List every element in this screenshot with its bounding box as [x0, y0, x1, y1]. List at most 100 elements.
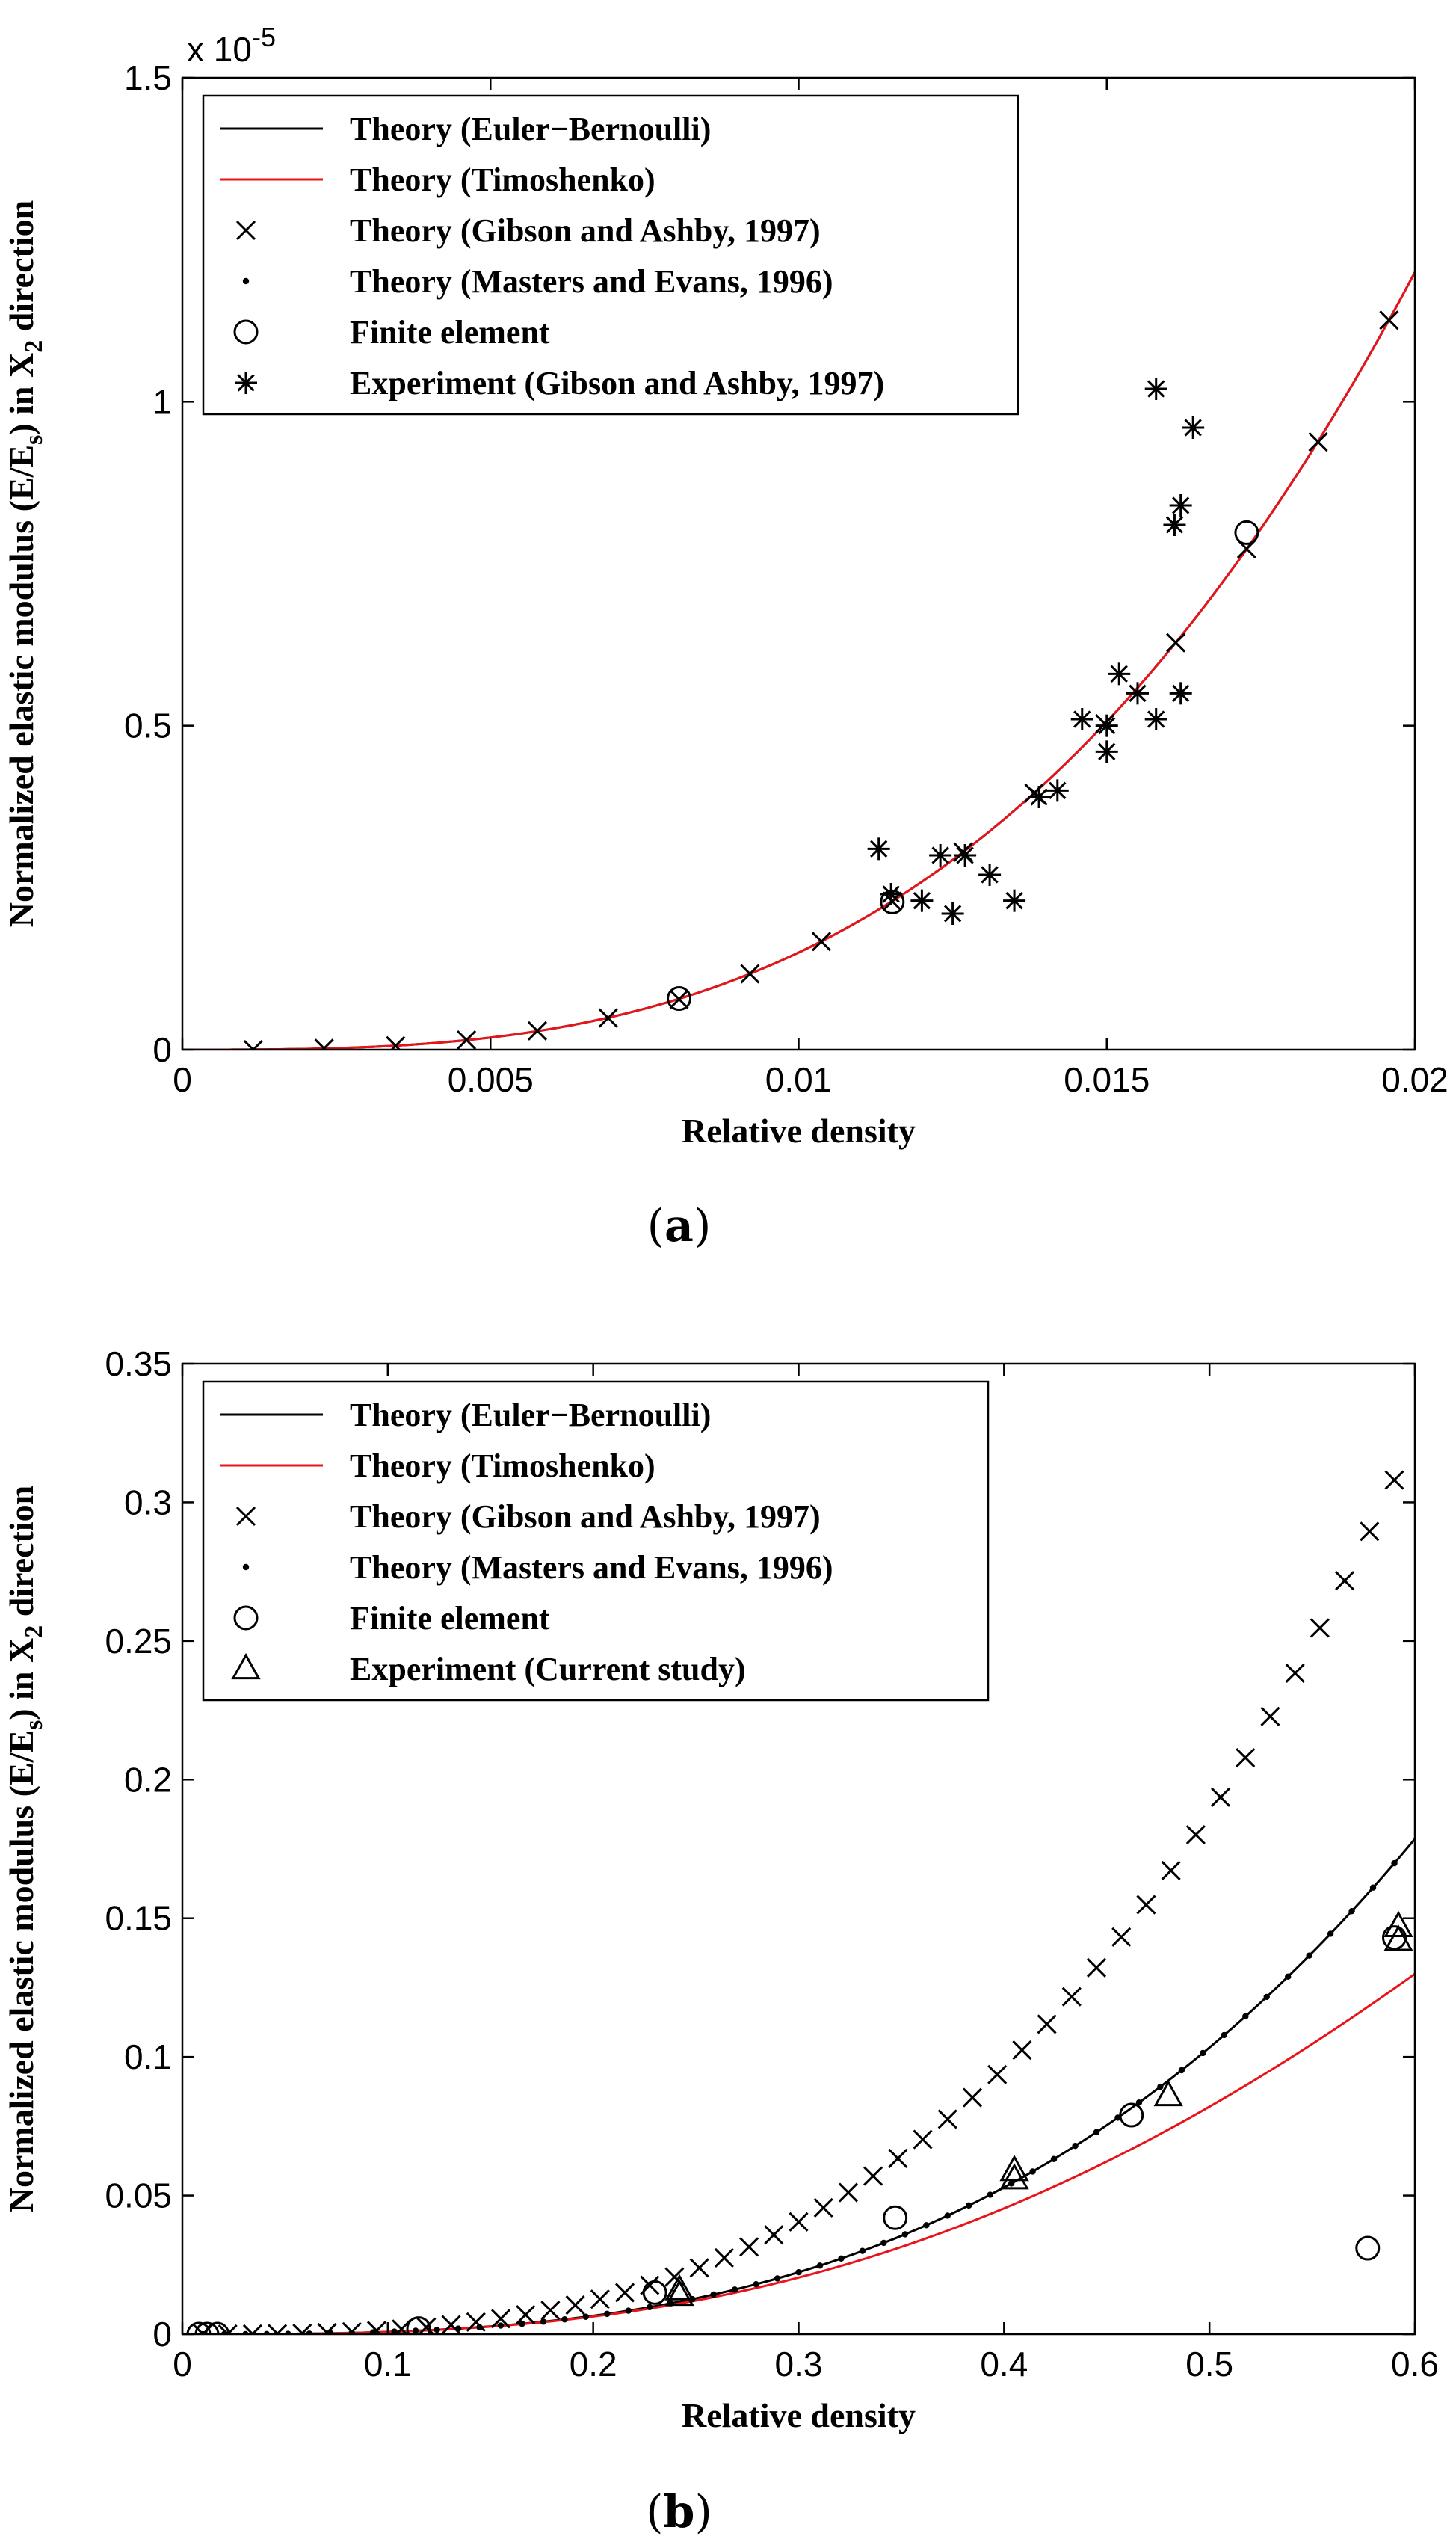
y-tick-label: 0.35 — [105, 1344, 172, 1383]
x-tick-label: 0.005 — [448, 1060, 534, 1099]
asterisk-marker — [1070, 708, 1093, 730]
x-tick-label: 0.02 — [1381, 1060, 1449, 1099]
circle-marker — [406, 2316, 431, 2334]
x-marker — [416, 2317, 437, 2334]
y-tick-label: 0.05 — [105, 2176, 172, 2215]
legend-label: Finite element — [350, 314, 550, 351]
dot-marker — [497, 2322, 505, 2329]
x-marker — [1061, 1987, 1082, 2007]
dot-marker — [1221, 2031, 1227, 2039]
legend-item: Theory (Masters and Evans, 1996) — [242, 263, 833, 300]
series-asterisk-4 — [867, 378, 1205, 925]
dot-marker — [604, 2310, 611, 2318]
triangle-marker — [999, 2163, 1029, 2190]
y-tick-label: 0.2 — [124, 1760, 172, 1799]
asterisk-marker — [1095, 740, 1118, 763]
series-triangle-5 — [664, 1910, 1413, 2307]
circle-marker — [880, 889, 905, 914]
dot-marker — [838, 2255, 845, 2262]
x-marker — [386, 1035, 406, 1050]
asterisk-marker — [1028, 786, 1051, 808]
x-marker — [1360, 1521, 1380, 1542]
dot-marker — [987, 2191, 993, 2198]
x-marker — [317, 2322, 337, 2334]
x-marker — [888, 2148, 908, 2168]
dot-marker — [582, 2313, 590, 2320]
dot-marker — [1200, 2049, 1206, 2057]
x-marker — [1136, 1895, 1156, 1915]
x-marker — [1012, 2040, 1032, 2061]
dot-marker — [774, 2275, 781, 2282]
dot-marker — [1050, 2155, 1058, 2162]
x-marker — [1384, 1470, 1404, 1490]
dot-marker — [540, 2318, 547, 2325]
x-marker — [1166, 633, 1186, 653]
legend-label: Theory (Euler−Bernoulli) — [350, 111, 711, 147]
x-marker — [235, 1506, 256, 1527]
circle-marker — [1119, 2102, 1144, 2128]
x-tick-label: 0.2 — [570, 2345, 617, 2384]
x-marker — [1310, 1618, 1330, 1638]
dot-marker — [901, 2231, 909, 2238]
x-marker — [689, 2258, 709, 2278]
dot-marker — [1072, 2142, 1079, 2150]
asterisk-marker — [867, 837, 890, 861]
legend-item: Experiment (Gibson and Ashby, 1997) — [235, 365, 884, 401]
dot-marker — [816, 2262, 824, 2269]
asterisk-marker — [978, 864, 1002, 886]
y-tick-label: 0 — [152, 2315, 172, 2354]
legend-item: Theory (Gibson and Ashby, 1997) — [235, 212, 821, 249]
x-tick-label: 0.015 — [1064, 1060, 1150, 1099]
dot-marker — [391, 2328, 398, 2334]
dot-marker — [731, 2286, 738, 2293]
x-axis-label: Relative density — [682, 2396, 916, 2434]
x-tick-label: 0.4 — [980, 2345, 1028, 2384]
dot-marker — [519, 2320, 525, 2327]
y-tick-label: 0.15 — [105, 1899, 172, 1938]
legend: Theory (Euler−Bernoulli) Theory (Timoshen… — [202, 1380, 990, 1702]
x-marker — [565, 2295, 585, 2315]
dot-marker — [966, 2202, 972, 2209]
triangle-marker — [1383, 1924, 1413, 1951]
triangle-marker — [1383, 1910, 1413, 1937]
dot-marker — [1008, 2180, 1015, 2187]
x-marker — [366, 2321, 387, 2334]
y-axis-label: Normalized elastic modulus (E/Es) in X2 … — [2, 200, 48, 927]
x-marker — [669, 989, 689, 1009]
dot-marker — [327, 2330, 334, 2334]
dot-marker — [242, 277, 250, 285]
legend-label: Theory (Euler−Bernoulli) — [350, 1397, 711, 1433]
circle-marker — [667, 986, 692, 1012]
x-marker — [1335, 1571, 1355, 1591]
legend-label: Experiment (Current study) — [350, 1651, 746, 1687]
dot-marker — [1348, 1907, 1355, 1915]
x-axis-label: Relative density — [682, 1112, 916, 1150]
triangle-marker — [664, 2280, 694, 2307]
asterisk-marker — [1108, 662, 1131, 686]
dot-marker — [1306, 1952, 1312, 1959]
x-tick-label: 0.3 — [775, 2345, 823, 2384]
x-marker — [740, 964, 760, 984]
dot-marker — [242, 1563, 250, 1571]
dot-marker — [370, 2329, 377, 2334]
x-tick-label: 0 — [173, 1060, 192, 1099]
asterisk-marker — [235, 372, 257, 394]
legend-label: Theory (Gibson and Ashby, 1997) — [350, 1498, 821, 1535]
x-marker — [882, 891, 902, 911]
x-marker — [392, 2319, 412, 2334]
y-tick-label: 0 — [152, 1030, 172, 1069]
x-marker — [962, 2087, 983, 2108]
figure-caption: (b) — [646, 2486, 712, 2538]
dot-marker — [348, 2330, 355, 2334]
triangle-marker — [231, 1652, 261, 1680]
plot-marks — [182, 271, 1415, 1050]
x-marker — [987, 2064, 1008, 2084]
circle-marker — [194, 2321, 220, 2334]
y-tick-label: 1 — [152, 382, 172, 421]
x-tick-label: 0 — [173, 2345, 192, 2384]
chart-b: 0 0.1 0.2 0.3 0.4 0.5 0.6 0 0.05 0.1 0.15 0.2 0.25 0.… — [2, 1344, 1439, 2538]
asterisk-marker — [941, 902, 964, 925]
dot-marker — [923, 2222, 930, 2229]
asterisk-marker — [1126, 682, 1149, 705]
series-line-1 — [182, 271, 1415, 1050]
